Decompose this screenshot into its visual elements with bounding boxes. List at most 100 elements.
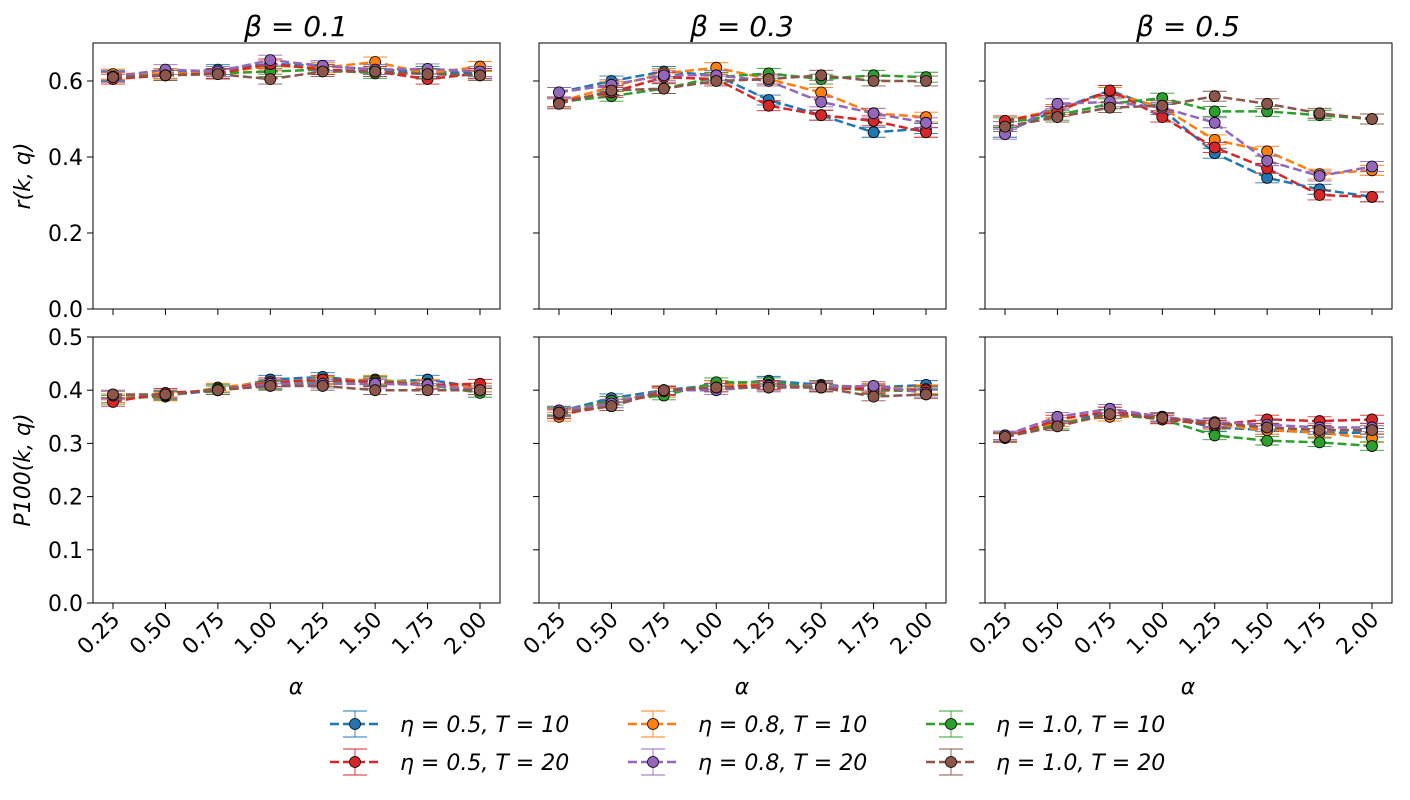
series-6	[993, 90, 1384, 133]
data-point	[1103, 408, 1116, 421]
series-5	[547, 69, 938, 129]
legend-marker	[647, 718, 659, 730]
x-axis-label-2: α	[735, 675, 750, 700]
data-point	[421, 384, 434, 397]
panel-frame	[538, 42, 947, 310]
data-point	[1208, 105, 1221, 118]
data-point	[1103, 101, 1116, 114]
y-tick-label: 0.3	[48, 432, 83, 457]
y-tick-label: 0.1	[48, 539, 83, 564]
series-line	[1004, 94, 1373, 128]
x-tick-label: 0.25	[519, 608, 571, 660]
x-tick-label: 0.50	[1017, 608, 1069, 660]
y-tick-label: 0.6	[48, 70, 83, 95]
x-tick-label: 1.00	[676, 608, 728, 660]
x-tick-label: 1.75	[1279, 608, 1331, 660]
legend-entry-5: η = 0.8, T = 20	[628, 748, 867, 776]
x-tick-label: 0.75	[1070, 608, 1122, 660]
legend-entry-6: η = 1.0, T = 20	[926, 748, 1165, 776]
series-line	[1004, 410, 1373, 440]
x-tick-label: 1.00	[230, 608, 282, 660]
series-line	[1004, 412, 1372, 439]
data-point	[159, 69, 172, 82]
panel-frame	[984, 42, 1393, 310]
data-point	[107, 388, 119, 401]
x-tick-label: 1.50	[781, 608, 833, 660]
x-tick-label: 1.75	[387, 608, 439, 660]
data-point	[815, 96, 828, 108]
column-title-3: β = 0.5	[1135, 10, 1240, 43]
data-point	[1313, 436, 1326, 449]
data-point	[1208, 429, 1221, 442]
data-point	[999, 431, 1011, 443]
series-6	[993, 408, 1384, 443]
data-point	[762, 381, 775, 394]
data-point	[264, 73, 277, 85]
x-axis-label-3: α	[1181, 675, 1196, 700]
x-tick-label: 1.50	[335, 608, 387, 660]
data-point	[1261, 97, 1274, 110]
data-point	[474, 69, 486, 82]
data-point	[1313, 189, 1326, 201]
legend-label: η = 0.5, T = 10	[400, 713, 569, 738]
data-point	[867, 390, 880, 403]
panel-frame	[984, 336, 1393, 604]
data-point	[657, 82, 670, 95]
data-point	[1103, 84, 1116, 97]
series-line	[558, 72, 927, 104]
x-tick-label: 0.50	[125, 608, 177, 660]
data-point	[474, 384, 486, 397]
panel-frame	[92, 42, 501, 310]
series-line	[558, 75, 927, 134]
x-tick-label: 2.00	[440, 608, 492, 660]
panel-frame	[92, 336, 501, 604]
data-point	[1366, 440, 1378, 452]
data-point	[605, 400, 618, 413]
legend-entry-4: η = 0.5, T = 20	[330, 748, 569, 776]
data-point	[867, 380, 880, 392]
panel-r1-c1: 0.0 0.2 0.4 0.6	[48, 42, 501, 323]
x-tick-label: 0.25	[965, 608, 1017, 660]
x-tick-label: 0.75	[178, 608, 230, 660]
x-axis-label-1: α	[289, 675, 304, 700]
data-point	[159, 388, 172, 401]
series-line	[558, 383, 927, 418]
series-line	[558, 70, 927, 134]
y-tick-label: 0.0	[48, 298, 83, 323]
data-point	[762, 73, 775, 85]
series-6	[547, 381, 938, 419]
column-title-2: β = 0.3	[689, 10, 794, 43]
data-point	[316, 380, 329, 392]
data-point	[1208, 116, 1221, 129]
x-tick-label: 2.00	[886, 608, 938, 660]
legend-marker	[647, 756, 659, 768]
y-tick-label: 0.2	[48, 486, 83, 511]
x-tick-label: 0.50	[571, 608, 623, 660]
legend: η = 0.5, T = 10 η = 0.5, T = 20 η = 0.8, T…	[330, 710, 1165, 776]
series-line	[1004, 100, 1373, 178]
series-line	[558, 380, 927, 413]
data-point	[1156, 99, 1169, 112]
series-1	[547, 65, 938, 139]
data-point	[867, 107, 880, 120]
x-tick-label: 1.00	[1122, 608, 1174, 660]
x-tick-label: 1.25	[729, 608, 781, 660]
data-point	[1156, 411, 1169, 424]
row-ylabel-bottom: P100(k, q)	[11, 413, 36, 526]
panel-r2-c1: 0.00.10.20.30.40.50.25 0.50 0.75 1.00 1.25 1.…	[48, 326, 501, 660]
x-tick-label: 0.75	[624, 608, 676, 660]
data-point	[657, 69, 670, 82]
y-tick-label: 0.4	[48, 379, 83, 404]
data-point	[867, 75, 880, 87]
data-point	[211, 384, 224, 397]
panel-r1-c2	[533, 42, 947, 315]
panel-r1-c3	[979, 42, 1393, 315]
y-tick-label: 0.0	[48, 592, 83, 617]
data-point	[1208, 141, 1221, 154]
data-point	[815, 381, 828, 394]
y-tick-label: 0.4	[48, 146, 83, 171]
legend-label: η = 1.0, T = 10	[996, 713, 1165, 738]
legend-marker	[945, 718, 957, 730]
panel-r2-c3: 0.25 0.50 0.75 1.00 1.25 1.50 1.75 2.00	[965, 336, 1393, 660]
